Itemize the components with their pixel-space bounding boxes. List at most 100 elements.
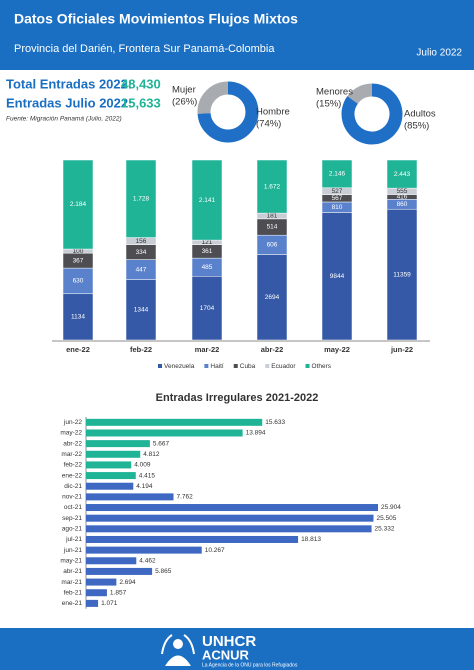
kpi-value: 48,430 xyxy=(121,76,161,91)
bar-value: 2.184 xyxy=(70,201,87,208)
x-tick-label: ene-22 xyxy=(66,345,90,354)
brand: ACNUR xyxy=(202,647,250,662)
logo xyxy=(161,634,195,666)
bar-value: 630 xyxy=(73,278,84,285)
bar-value: 606 xyxy=(267,242,278,249)
bar-value: 555 xyxy=(397,188,408,195)
bar xyxy=(86,578,117,586)
bar xyxy=(86,440,150,448)
bar-value: 2694 xyxy=(265,294,280,301)
y-tick-label: ene-21 xyxy=(62,600,83,607)
bar-value: 514 xyxy=(267,224,278,231)
bar-value: 1.857 xyxy=(110,589,127,596)
legend-swatch xyxy=(204,364,209,368)
y-tick-label: may-21 xyxy=(60,557,82,564)
bar-value: 15.633 xyxy=(265,419,285,426)
pie-value: (15%) xyxy=(316,99,341,110)
bar-value: 156 xyxy=(136,238,147,245)
bar-value: 1704 xyxy=(200,305,215,312)
bar-value: 25.904 xyxy=(381,504,401,511)
bar-value: 810 xyxy=(332,204,343,211)
footer-band xyxy=(0,628,474,670)
bar-value: 527 xyxy=(332,188,343,195)
brand: UNHCR xyxy=(202,633,256,650)
bar xyxy=(86,482,134,490)
bar xyxy=(86,429,243,437)
bar xyxy=(86,493,174,501)
bar xyxy=(86,450,141,458)
x-tick-label: abr-22 xyxy=(261,345,284,354)
y-tick-label: nov-21 xyxy=(62,494,82,501)
bar-value: 2.694 xyxy=(119,579,136,586)
bar xyxy=(86,461,132,469)
bar-value: 2.443 xyxy=(394,171,411,178)
bar-value: 334 xyxy=(136,249,147,256)
bar xyxy=(86,599,99,607)
bar-value: 121 xyxy=(202,239,213,246)
bar-segment xyxy=(125,279,157,341)
legend-swatch xyxy=(233,364,238,368)
pie-label: Mujer xyxy=(172,85,196,96)
bar-value: 10.267 xyxy=(205,547,225,554)
y-tick-label: ago-21 xyxy=(62,526,83,533)
pie-slice xyxy=(197,81,229,114)
bar-value: 5.865 xyxy=(155,568,172,575)
bar-segment xyxy=(256,159,288,214)
tagline: La Agencia de la ONU para los Refugiados xyxy=(202,662,298,668)
legend-swatch xyxy=(305,364,310,368)
bar xyxy=(86,525,372,533)
bar xyxy=(86,567,153,575)
logo-head xyxy=(173,639,183,649)
bar-value: 1.071 xyxy=(101,600,118,607)
bar-value: 4.194 xyxy=(136,483,153,490)
pie-slice xyxy=(347,83,373,105)
bar-value: 7.762 xyxy=(176,494,193,501)
bar-value: 416 xyxy=(397,194,408,201)
bar-value: 4.812 xyxy=(143,451,160,458)
source: Fuente: Migración Panamá (Julio, 2022) xyxy=(6,116,122,123)
bar-value: 1344 xyxy=(134,307,149,314)
y-tick-label: abr-21 xyxy=(63,568,82,575)
bar-value: 25.505 xyxy=(377,515,397,522)
bar-segment xyxy=(321,159,353,189)
bar xyxy=(86,546,202,554)
bar-segment xyxy=(62,293,94,341)
y-tick-label: oct-21 xyxy=(64,504,82,511)
bar-value: 2.146 xyxy=(329,171,346,178)
y-tick-label: dic-21 xyxy=(64,483,82,490)
y-tick-label: abr-22 xyxy=(63,440,82,447)
bar-value: 18.813 xyxy=(301,536,321,543)
pie-slice xyxy=(341,83,403,145)
legend-label: Ecuador xyxy=(271,363,296,370)
bar-value: 13.894 xyxy=(246,430,266,437)
bar xyxy=(86,557,137,565)
y-tick-label: ene-22 xyxy=(62,472,83,479)
bar-value: 4.009 xyxy=(134,462,151,469)
bar-segment xyxy=(256,254,288,341)
logo-body xyxy=(165,655,191,666)
logo-hand xyxy=(161,634,173,655)
pie-label: Adultos xyxy=(404,109,436,120)
pie-value: (85%) xyxy=(404,121,429,132)
bar-segment xyxy=(321,212,353,341)
y-tick-label: jun-21 xyxy=(63,547,82,554)
y-tick-label: jul-21 xyxy=(65,536,82,543)
bar-value: 181 xyxy=(267,213,278,220)
bar-value: 2.141 xyxy=(199,197,216,204)
y-tick-label: feb-21 xyxy=(64,589,83,596)
bar xyxy=(86,472,136,480)
legend-label: Cuba xyxy=(240,363,256,370)
pie-label: Menores xyxy=(316,87,353,98)
bar-value: 4.462 xyxy=(139,557,156,564)
bar-segment xyxy=(386,208,418,341)
bar-value: 361 xyxy=(202,248,213,255)
legend-swatch xyxy=(265,364,270,368)
legend-label: Others xyxy=(312,363,332,370)
bar-segment xyxy=(125,159,157,238)
bar-value: 1.672 xyxy=(264,183,281,190)
bar-value: 567 xyxy=(332,195,343,202)
bar-value: 367 xyxy=(73,257,84,264)
bar xyxy=(86,589,107,597)
y-tick-label: feb-22 xyxy=(64,462,83,469)
bar-value: 447 xyxy=(136,266,147,273)
